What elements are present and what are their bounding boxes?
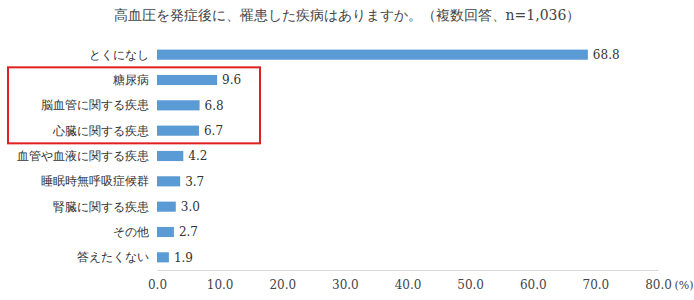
data-label: 1.9 <box>174 251 193 265</box>
bar <box>157 126 199 136</box>
x-tick-label: 80.0 <box>645 278 672 292</box>
bar <box>157 252 169 262</box>
x-tick-label: 0.0 <box>148 278 167 292</box>
bar <box>157 151 183 161</box>
y-tick: 血管や血液に関する疾患 <box>17 149 157 163</box>
x-axis: 0.0 10.0 20.0 30.0 40.0 50.0 60.0 70.0 80.0 <box>148 270 672 292</box>
bar <box>157 202 176 212</box>
data-label: 3.0 <box>181 200 200 214</box>
bar <box>157 176 180 186</box>
bar <box>157 227 174 237</box>
y-tick: 糖尿病 <box>113 73 157 87</box>
data-label: 2.7 <box>179 225 198 239</box>
y-tick: 腎臓に関する疾患 <box>53 200 157 214</box>
category-label: 脳血管に関する疾患 <box>41 98 149 112</box>
x-tick-label: 10.0 <box>207 278 234 292</box>
y-tick: とくになし <box>89 48 157 62</box>
data-label: 9.6 <box>222 73 241 87</box>
category-label: 答えたくない <box>77 250 149 264</box>
y-tick: 脳血管に関する疾患 <box>41 98 157 112</box>
x-tick: 30.0 <box>332 270 359 292</box>
x-tick-label: 30.0 <box>332 278 359 292</box>
bar <box>157 75 217 85</box>
x-tick: 20.0 <box>269 270 296 292</box>
data-label: 6.8 <box>205 99 224 113</box>
y-tick: 睡眠時無呼吸症候群 <box>41 174 157 188</box>
y-tick: 心臓に関する疾患 <box>52 124 157 138</box>
x-tick: 10.0 <box>207 270 234 292</box>
category-label: 睡眠時無呼吸症候群 <box>41 174 149 188</box>
y-axis: とくになし糖尿病脳血管に関する疾患心臓に関する疾患血管や血液に関する疾患睡眠時無… <box>17 48 157 265</box>
highlight-box <box>8 67 260 143</box>
data-label: 6.7 <box>204 124 223 138</box>
category-label: 心臓に関する疾患 <box>52 124 149 138</box>
x-axis-label: (%) <box>674 279 693 292</box>
chart: 高血圧を発症後に、罹患した疾病はありますか。（複数回答、n=1,036） 0.0 1… <box>0 0 694 300</box>
category-label: 糖尿病 <box>113 73 149 87</box>
category-label: とくになし <box>89 48 149 62</box>
x-tick-label: 50.0 <box>457 278 484 292</box>
x-tick-label: 70.0 <box>583 278 610 292</box>
category-label: 腎臓に関する疾患 <box>53 200 149 214</box>
category-label: 血管や血液に関する疾患 <box>17 149 149 163</box>
y-tick: 答えたくない <box>77 250 157 264</box>
y-tick: その他 <box>113 225 157 239</box>
x-tick: 60.0 <box>520 270 547 292</box>
x-axis-line <box>158 270 659 271</box>
category-label: その他 <box>113 225 149 239</box>
x-tick-label: 40.0 <box>395 278 422 292</box>
data-labels: 68.8 9.6 6.8 6.7 4.2 3.7 3.0 2.7 1.9 <box>174 48 620 265</box>
data-label: 3.7 <box>185 175 204 189</box>
bar <box>157 100 200 110</box>
data-label: 4.2 <box>188 149 207 163</box>
bar <box>157 50 588 60</box>
bars <box>157 50 588 263</box>
x-tick: 0.0 <box>148 270 167 292</box>
x-tick-label: 60.0 <box>520 278 547 292</box>
data-label: 68.8 <box>593 48 620 62</box>
x-tick-label: 20.0 <box>269 278 296 292</box>
title: 高血圧を発症後に、罹患した疾病はありますか。（複数回答、n=1,036） <box>114 7 581 23</box>
x-tick: 80.0 <box>645 270 672 292</box>
x-tick: 70.0 <box>583 270 610 292</box>
x-tick: 50.0 <box>457 270 484 292</box>
x-tick: 40.0 <box>395 270 422 292</box>
